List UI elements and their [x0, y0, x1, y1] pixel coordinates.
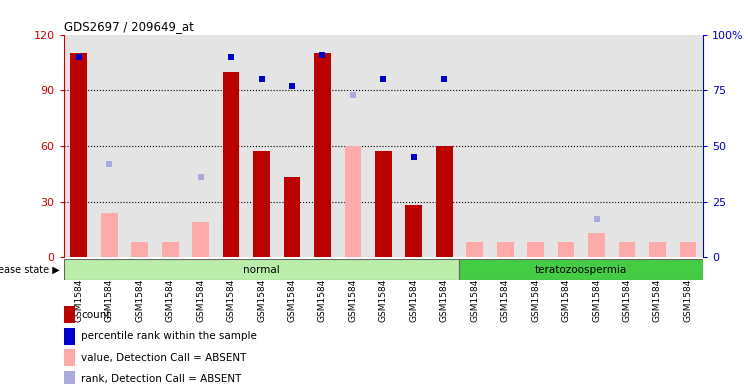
Bar	[375, 152, 392, 257]
Text: GDS2697 / 209649_at: GDS2697 / 209649_at	[64, 20, 194, 33]
Bar	[277, 35, 307, 257]
Bar	[436, 146, 453, 257]
Bar	[497, 242, 514, 257]
Bar	[314, 53, 331, 257]
Bar	[679, 242, 696, 257]
Bar	[101, 213, 117, 257]
Bar	[223, 72, 239, 257]
Bar	[124, 35, 155, 257]
Bar	[70, 53, 88, 257]
Bar	[64, 349, 75, 366]
Bar	[399, 35, 429, 257]
Bar	[527, 242, 544, 257]
Bar	[132, 242, 148, 257]
Bar	[521, 35, 551, 257]
Bar	[64, 371, 75, 384]
Bar	[186, 35, 216, 257]
Bar	[283, 177, 301, 257]
Bar	[466, 242, 483, 257]
Text: count: count	[82, 310, 111, 320]
Bar	[64, 259, 459, 280]
Bar	[490, 35, 521, 257]
Bar	[192, 222, 209, 257]
Bar	[345, 146, 361, 257]
Bar	[246, 35, 277, 257]
Bar	[253, 152, 270, 257]
Bar	[619, 242, 635, 257]
Bar	[581, 35, 612, 257]
Bar	[429, 35, 459, 257]
Bar	[368, 35, 399, 257]
Bar	[64, 35, 94, 257]
Bar	[94, 35, 124, 257]
Bar	[588, 233, 605, 257]
Bar	[612, 35, 643, 257]
Text: normal: normal	[243, 265, 280, 275]
Text: teratozoospermia: teratozoospermia	[535, 265, 628, 275]
Bar	[155, 35, 186, 257]
Bar	[307, 35, 337, 257]
Text: disease state ▶: disease state ▶	[0, 265, 60, 275]
Text: rank, Detection Call = ABSENT: rank, Detection Call = ABSENT	[82, 374, 242, 384]
Bar	[649, 242, 666, 257]
Bar	[459, 259, 703, 280]
Bar	[64, 306, 75, 323]
Bar	[551, 35, 581, 257]
Bar	[162, 242, 179, 257]
Bar	[337, 35, 368, 257]
Text: percentile rank within the sample: percentile rank within the sample	[82, 331, 257, 341]
Bar	[558, 242, 574, 257]
Text: value, Detection Call = ABSENT: value, Detection Call = ABSENT	[82, 353, 247, 363]
Bar	[643, 35, 672, 257]
Bar	[672, 35, 703, 257]
Bar	[216, 35, 246, 257]
Bar	[64, 328, 75, 345]
Bar	[459, 35, 490, 257]
Bar	[405, 205, 422, 257]
